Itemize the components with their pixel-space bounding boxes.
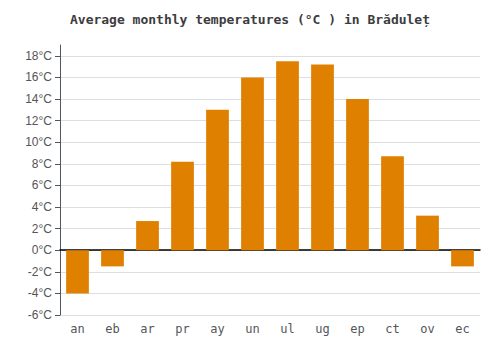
svg-text:18°C: 18°C [25,49,52,63]
svg-text:12°C: 12°C [25,114,52,128]
svg-text:-6°C: -6°C [28,308,52,322]
svg-text:Average monthly temperatures (: Average monthly temperatures (°C ) in Br… [70,12,430,27]
svg-text:ec: ec [455,322,469,336]
svg-text:10°C: 10°C [25,135,52,149]
svg-text:6°C: 6°C [32,178,52,192]
svg-text:0°C: 0°C [32,243,52,257]
svg-text:ug: ug [315,322,329,336]
svg-text:16°C: 16°C [25,70,52,84]
svg-text:an: an [70,322,84,336]
svg-text:ep: ep [350,322,364,336]
svg-text:ov: ov [420,322,434,336]
svg-text:8°C: 8°C [32,157,52,171]
svg-text:un: un [245,322,259,336]
svg-text:ct: ct [385,322,399,336]
svg-text:-4°C: -4°C [28,286,52,300]
svg-text:14°C: 14°C [25,92,52,106]
svg-text:ul: ul [280,322,294,336]
svg-text:pr: pr [175,322,189,336]
svg-text:eb: eb [105,322,119,336]
svg-text:2°C: 2°C [32,222,52,236]
svg-text:-2°C: -2°C [28,265,52,279]
svg-text:4°C: 4°C [32,200,52,214]
svg-text:ay: ay [210,322,224,336]
svg-text:ar: ar [140,322,154,336]
